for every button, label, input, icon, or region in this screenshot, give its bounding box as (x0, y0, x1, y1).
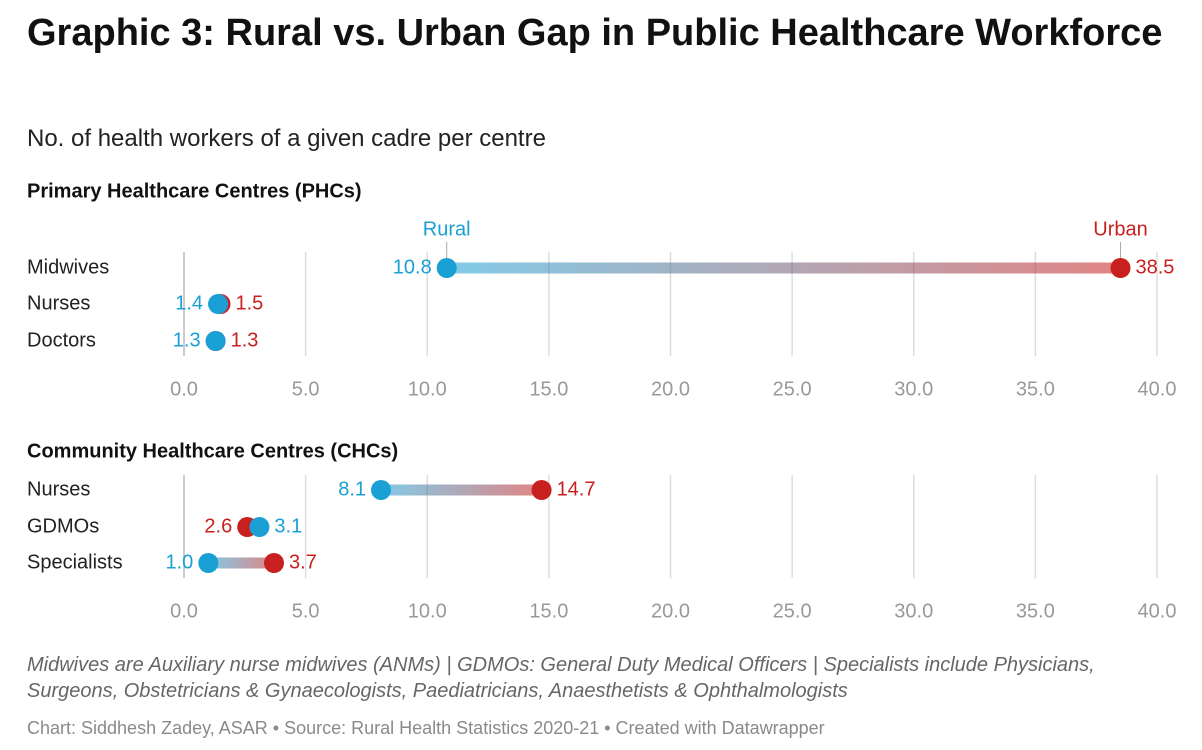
x-tick-label: 0.0 (170, 600, 198, 622)
rural-value-label: 10.8 (393, 256, 432, 278)
urban-value-label: 1.5 (235, 292, 263, 314)
rural-value-label: 3.1 (274, 515, 302, 537)
urban-value-label: 3.7 (289, 551, 317, 573)
x-tick-label: 30.0 (894, 378, 933, 400)
x-tick-label: 10.0 (408, 378, 447, 400)
x-tick-label: 25.0 (773, 600, 812, 622)
urban-value-label: 1.3 (231, 329, 259, 351)
rural-series-label: Rural (423, 218, 471, 240)
x-tick-label: 35.0 (1016, 378, 1055, 400)
category-label: Specialists (27, 551, 123, 573)
category-label: Doctors (27, 329, 96, 351)
category-label: Midwives (27, 256, 109, 278)
rural-dot (208, 294, 229, 314)
chart-credit: Chart: Siddhesh Zadey, ASAR • Source: Ru… (27, 718, 825, 738)
rural-dot (371, 480, 392, 500)
chart-title: Graphic 3: Rural vs. Urban Gap in Public… (27, 12, 1163, 54)
x-tick-label: 35.0 (1016, 600, 1055, 622)
x-tick-label: 0.0 (170, 378, 198, 400)
x-tick-label: 20.0 (651, 600, 690, 622)
panel-title: Primary Healthcare Centres (PHCs) (27, 180, 362, 202)
panel-title: Community Healthcare Centres (CHCs) (27, 440, 398, 462)
chart-subtitle: No. of health workers of a given cadre p… (27, 125, 546, 152)
urban-dot (264, 553, 285, 573)
x-tick-label: 5.0 (292, 600, 320, 622)
x-tick-label: 40.0 (1138, 378, 1177, 400)
dot-range-chart: Primary Healthcare Centres (PHCs) 0.0 5.0 1… (27, 180, 1177, 622)
x-tick-label: 40.0 (1138, 600, 1177, 622)
x-tick-label: 15.0 (529, 378, 568, 400)
rural-dot (198, 553, 219, 573)
urban-series-label: Urban (1093, 218, 1147, 240)
x-tick-label: 15.0 (529, 600, 568, 622)
urban-value-label: 2.6 (204, 515, 232, 537)
urban-dot (1110, 258, 1131, 278)
category-label: GDMOs (27, 515, 99, 537)
x-tick-label: 25.0 (773, 378, 812, 400)
chart-notes: Midwives are Auxiliary nurse midwives (A… (27, 654, 1095, 702)
category-label: Nurses (27, 478, 90, 500)
rural-value-label: 8.1 (338, 478, 366, 500)
category-label: Nurses (27, 292, 90, 314)
rural-dot (436, 258, 457, 278)
rural-value-label: 1.0 (166, 551, 194, 573)
rural-dot (205, 331, 226, 351)
rural-dot (249, 517, 270, 537)
x-tick-label: 10.0 (408, 600, 447, 622)
x-tick-label: 30.0 (894, 600, 933, 622)
rural-value-label: 1.4 (175, 292, 203, 314)
urban-value-label: 14.7 (557, 478, 596, 500)
urban-dot (531, 480, 552, 500)
urban-value-label: 38.5 (1136, 256, 1175, 278)
x-tick-label: 20.0 (651, 378, 690, 400)
rural-value-label: 1.3 (173, 329, 201, 351)
x-tick-label: 5.0 (292, 378, 320, 400)
